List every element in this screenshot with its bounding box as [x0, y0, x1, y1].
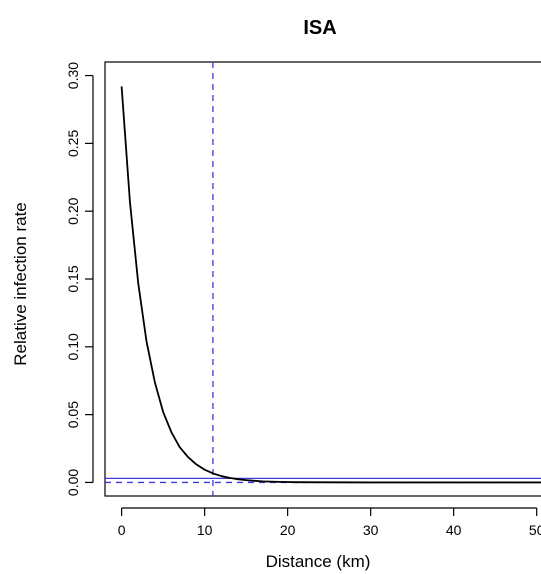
y-tick-label: 0.15: [65, 265, 81, 292]
series-layer: [120, 86, 541, 484]
y-tick-label: 0.30: [65, 62, 81, 89]
y-tick-label: 0.25: [65, 130, 81, 157]
x-axis: 0 10 20 30 40 50: [118, 507, 541, 538]
y-tick-label: 0.05: [65, 401, 81, 428]
plot-area-frame: [104, 61, 541, 497]
y-axis: 0.00 0.05 0.10 0.15 0.20 0.25 0.30: [65, 62, 94, 496]
y-tick-label: 0.10: [65, 333, 81, 360]
series-line-0: [120, 86, 541, 484]
x-tick-label: 20: [280, 522, 296, 538]
chart-title: ISA: [303, 17, 336, 39]
x-tick-label: 50: [529, 522, 541, 538]
y-axis-title: Relative infection rate: [11, 202, 30, 365]
x-tick-label: 0: [118, 522, 126, 538]
y-tick-label: 0.20: [65, 197, 81, 224]
x-tick-label: 40: [446, 522, 462, 538]
y-tick-label: 0.00: [65, 469, 81, 496]
x-tick-label: 30: [363, 522, 379, 538]
x-axis-title: Distance (km): [266, 552, 371, 571]
x-tick-label: 10: [197, 522, 213, 538]
